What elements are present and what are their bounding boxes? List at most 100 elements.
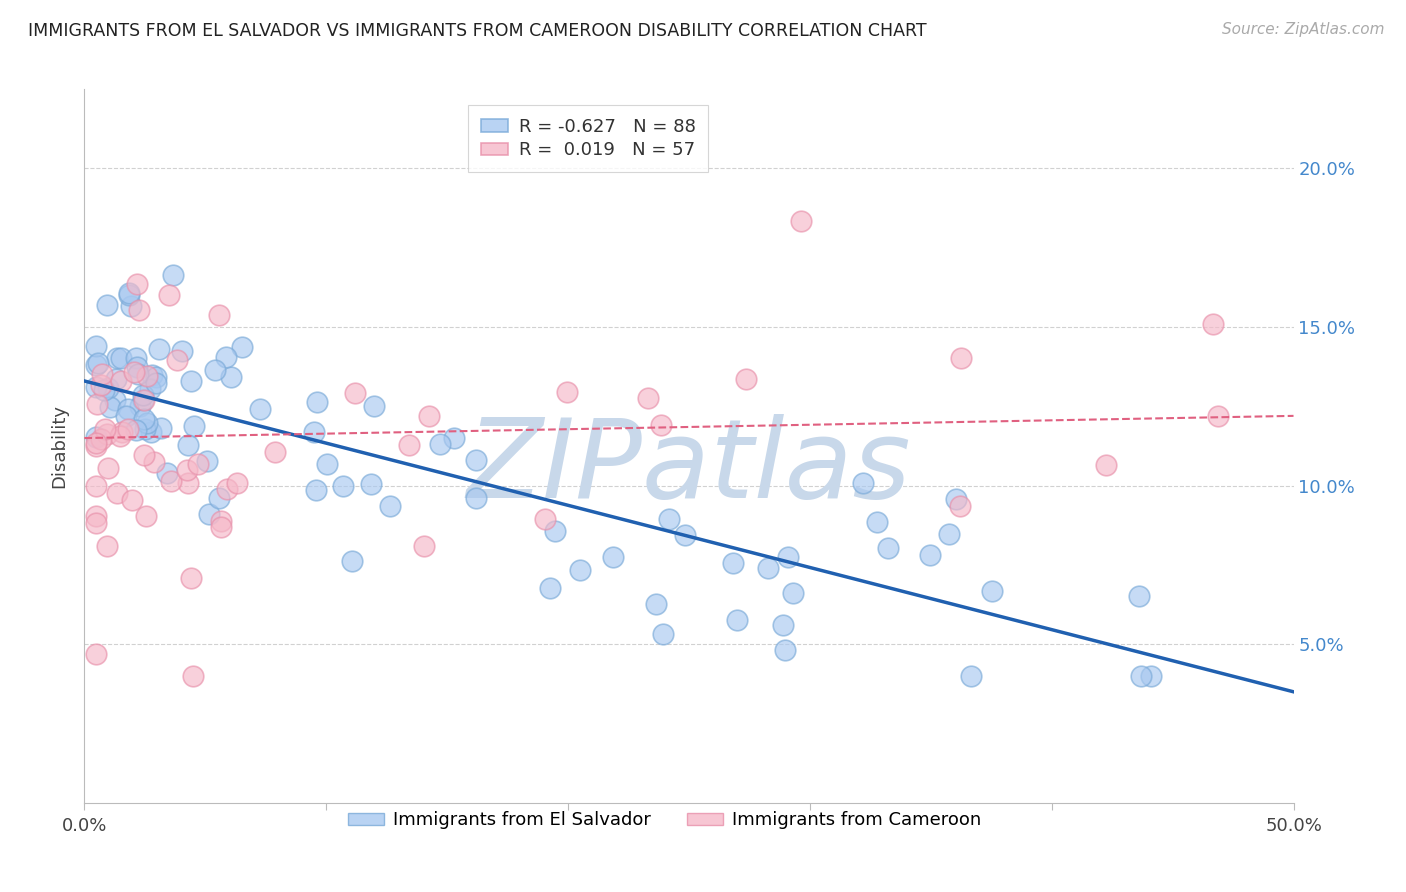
Point bbox=[734, 372, 756, 386]
Point bbox=[86, 647, 108, 661]
Point bbox=[148, 342, 170, 356]
Point bbox=[160, 474, 183, 488]
Point bbox=[866, 516, 889, 530]
Point bbox=[134, 449, 156, 463]
Point bbox=[125, 277, 148, 291]
Point bbox=[86, 430, 108, 444]
Point bbox=[1094, 458, 1116, 472]
Point bbox=[464, 491, 486, 505]
Point bbox=[105, 351, 128, 365]
Point bbox=[650, 417, 672, 432]
Point bbox=[125, 423, 148, 437]
Point bbox=[360, 477, 382, 491]
Point bbox=[141, 368, 163, 382]
Point bbox=[118, 285, 141, 300]
Point bbox=[91, 368, 114, 382]
Point bbox=[141, 425, 163, 439]
Point bbox=[86, 397, 108, 411]
Point bbox=[183, 669, 205, 683]
Point bbox=[86, 479, 108, 493]
Text: IMMIGRANTS FROM EL SALVADOR VS IMMIGRANTS FROM CAMEROON DISABILITY CORRELATION C: IMMIGRANTS FROM EL SALVADOR VS IMMIGRANT… bbox=[28, 22, 927, 40]
Point bbox=[170, 343, 193, 358]
Point bbox=[111, 425, 134, 440]
Point bbox=[538, 582, 561, 596]
Point bbox=[104, 392, 127, 407]
Point bbox=[204, 363, 226, 377]
Point bbox=[90, 432, 112, 446]
Point bbox=[197, 508, 219, 522]
Point bbox=[131, 387, 153, 401]
Point bbox=[418, 409, 440, 424]
Point bbox=[86, 516, 108, 531]
Point bbox=[568, 563, 591, 577]
Y-axis label: Disability: Disability bbox=[51, 404, 69, 488]
Point bbox=[86, 439, 108, 453]
Point bbox=[128, 303, 150, 318]
Point bbox=[143, 455, 166, 469]
Point bbox=[176, 476, 198, 491]
Point bbox=[758, 561, 780, 575]
Point bbox=[150, 420, 173, 434]
Point bbox=[302, 425, 325, 440]
Point bbox=[1129, 669, 1152, 683]
Point bbox=[98, 400, 121, 414]
Point bbox=[344, 386, 367, 401]
Point bbox=[378, 500, 401, 514]
Point bbox=[305, 395, 328, 409]
Point bbox=[97, 381, 120, 395]
Point bbox=[86, 339, 108, 353]
Point bbox=[215, 350, 238, 364]
Point bbox=[86, 380, 108, 394]
Point bbox=[136, 369, 159, 384]
Point bbox=[195, 454, 218, 468]
Point bbox=[166, 353, 188, 368]
Point bbox=[1140, 669, 1163, 683]
Point bbox=[315, 457, 337, 471]
Point bbox=[94, 422, 117, 436]
Point bbox=[145, 376, 167, 391]
Point bbox=[464, 453, 486, 467]
Point bbox=[131, 393, 153, 408]
Text: ZIPatlas: ZIPatlas bbox=[467, 414, 911, 521]
Point bbox=[960, 669, 983, 683]
Point bbox=[207, 491, 229, 505]
Point bbox=[208, 308, 231, 322]
Point bbox=[107, 485, 129, 500]
Point bbox=[108, 428, 131, 442]
Point bbox=[180, 571, 202, 585]
Point bbox=[115, 409, 138, 424]
Point bbox=[790, 214, 813, 228]
Point bbox=[725, 613, 748, 627]
Point bbox=[209, 514, 232, 528]
Point bbox=[125, 351, 148, 365]
Point bbox=[658, 512, 681, 526]
Point bbox=[86, 436, 108, 450]
Point bbox=[645, 598, 668, 612]
Point bbox=[877, 541, 900, 555]
Point bbox=[177, 437, 200, 451]
Point bbox=[129, 400, 152, 414]
Point bbox=[249, 402, 271, 417]
Point bbox=[918, 548, 941, 562]
Point bbox=[117, 401, 139, 416]
Point bbox=[87, 356, 110, 370]
Point bbox=[110, 374, 132, 388]
Point bbox=[305, 483, 328, 497]
Point bbox=[110, 351, 132, 365]
Point bbox=[772, 617, 794, 632]
Point bbox=[398, 438, 420, 452]
Point bbox=[332, 479, 354, 493]
Point bbox=[555, 385, 578, 400]
Point bbox=[215, 482, 238, 496]
Point bbox=[938, 527, 960, 541]
Point bbox=[773, 643, 796, 657]
Point bbox=[187, 457, 209, 471]
Point bbox=[231, 341, 253, 355]
Point bbox=[90, 377, 112, 392]
Point bbox=[602, 550, 624, 565]
Point bbox=[209, 520, 232, 534]
Point bbox=[1201, 317, 1223, 331]
Point bbox=[118, 287, 141, 301]
Point bbox=[183, 419, 205, 434]
Point bbox=[155, 466, 177, 480]
